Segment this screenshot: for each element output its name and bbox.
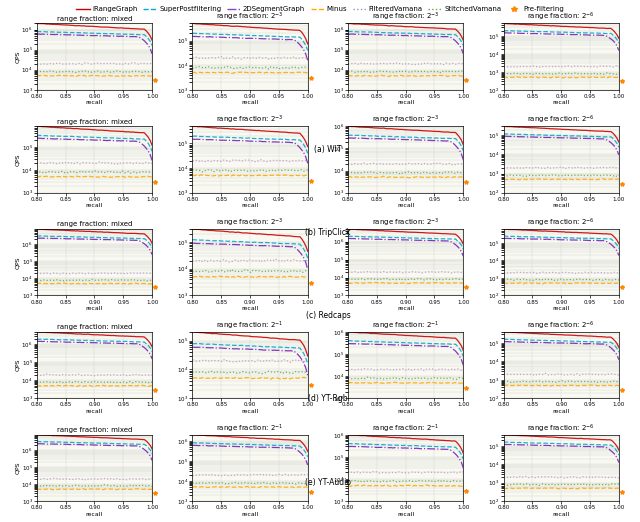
Text: (d) YT-Rgb: (d) YT-Rgb <box>308 395 348 404</box>
X-axis label: recall: recall <box>241 512 259 517</box>
X-axis label: recall: recall <box>86 100 103 105</box>
Title: range fraction: $2^{-6}$: range fraction: $2^{-6}$ <box>527 114 595 126</box>
X-axis label: recall: recall <box>241 306 259 311</box>
Title: range fraction: mixed: range fraction: mixed <box>57 118 132 125</box>
Title: range fraction: mixed: range fraction: mixed <box>57 427 132 433</box>
Title: range fraction: mixed: range fraction: mixed <box>57 221 132 228</box>
Title: range fraction: mixed: range fraction: mixed <box>57 324 132 330</box>
Text: (a) WIT: (a) WIT <box>314 145 342 154</box>
Title: range fraction: $2^{-3}$: range fraction: $2^{-3}$ <box>372 11 440 23</box>
Title: range fraction: $2^{-6}$: range fraction: $2^{-6}$ <box>527 11 595 23</box>
Text: (e) YT-Audio: (e) YT-Audio <box>305 478 351 487</box>
X-axis label: recall: recall <box>86 512 103 517</box>
X-axis label: recall: recall <box>552 512 570 517</box>
X-axis label: recall: recall <box>86 306 103 311</box>
X-axis label: recall: recall <box>397 100 414 105</box>
Y-axis label: QPS: QPS <box>15 153 20 165</box>
Title: range fraction: $2^{-1}$: range fraction: $2^{-1}$ <box>216 319 284 332</box>
X-axis label: recall: recall <box>241 409 259 414</box>
Title: range fraction: $2^{-3}$: range fraction: $2^{-3}$ <box>216 11 284 23</box>
X-axis label: recall: recall <box>241 100 259 105</box>
Y-axis label: QPS: QPS <box>15 256 20 268</box>
Title: range fraction: $2^{-1}$: range fraction: $2^{-1}$ <box>372 319 439 332</box>
X-axis label: recall: recall <box>552 203 570 208</box>
Title: range fraction: mixed: range fraction: mixed <box>57 16 132 22</box>
Y-axis label: QPS: QPS <box>15 359 20 371</box>
Title: range fraction: $2^{-6}$: range fraction: $2^{-6}$ <box>527 319 595 332</box>
Text: (c) Redcaps: (c) Redcaps <box>306 311 350 321</box>
X-axis label: recall: recall <box>552 100 570 105</box>
Title: range fraction: $2^{-6}$: range fraction: $2^{-6}$ <box>527 422 595 435</box>
Title: range fraction: $2^{-3}$: range fraction: $2^{-3}$ <box>216 114 284 126</box>
X-axis label: recall: recall <box>397 203 414 208</box>
X-axis label: recall: recall <box>397 512 414 517</box>
Y-axis label: QPS: QPS <box>15 461 20 474</box>
Title: range fraction: $2^{-3}$: range fraction: $2^{-3}$ <box>216 217 284 229</box>
Title: range fraction: $2^{-1}$: range fraction: $2^{-1}$ <box>372 422 439 435</box>
Title: range fraction: $2^{-3}$: range fraction: $2^{-3}$ <box>372 114 440 126</box>
X-axis label: recall: recall <box>86 409 103 414</box>
X-axis label: recall: recall <box>86 203 103 208</box>
X-axis label: recall: recall <box>397 409 414 414</box>
Y-axis label: QPS: QPS <box>15 51 20 63</box>
X-axis label: recall: recall <box>241 203 259 208</box>
X-axis label: recall: recall <box>552 409 570 414</box>
X-axis label: recall: recall <box>552 306 570 311</box>
Text: (b) TripClick: (b) TripClick <box>305 228 351 237</box>
Title: range fraction: $2^{-1}$: range fraction: $2^{-1}$ <box>216 422 284 435</box>
Title: range fraction: $2^{-6}$: range fraction: $2^{-6}$ <box>527 217 595 229</box>
X-axis label: recall: recall <box>397 306 414 311</box>
Legend: iRangeGraph, SuperPostfiltering, 2DSegmentGraph, Minus, FilteredVamana, Stitched: iRangeGraph, SuperPostfiltering, 2DSegme… <box>74 4 566 15</box>
Title: range fraction: $2^{-3}$: range fraction: $2^{-3}$ <box>372 217 440 229</box>
